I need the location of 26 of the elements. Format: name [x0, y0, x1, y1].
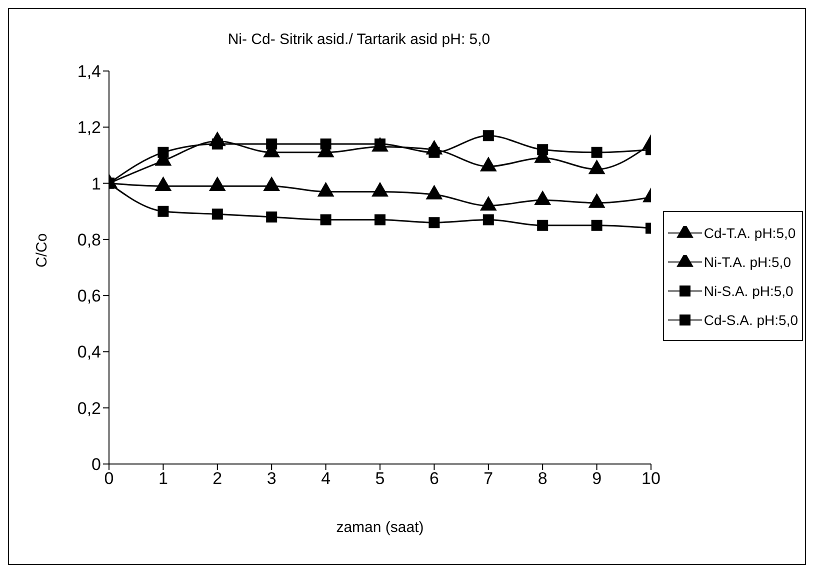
y-tick-label: 0,8 [77, 230, 101, 250]
x-tick-label: 3 [266, 469, 276, 488]
legend-label: Cd-S.A. pH:5,0 [704, 312, 798, 328]
y-tick-label: 0,4 [77, 342, 101, 362]
y-tick-label: 1 [92, 174, 101, 194]
y-tick-label: 0,6 [77, 286, 101, 306]
y-axis-title: C/Co [33, 233, 50, 268]
legend-label: Ni-S.A. pH:5,0 [704, 282, 794, 298]
y-tick-label: 1,4 [77, 62, 101, 82]
legend-label: Cd-T.A. pH:5,0 [704, 224, 796, 240]
x-tick-label: 2 [212, 469, 222, 488]
x-tick-label: 6 [429, 469, 439, 488]
x-tick-label: 5 [375, 469, 385, 488]
x-axis-title: zaman (saat) [336, 519, 424, 536]
y-tick-label: 0 [92, 455, 101, 474]
y-tick-label: 1,2 [77, 118, 101, 138]
x-tick-label: 7 [484, 469, 494, 488]
legend-label: Ni-T.A. pH:5,0 [704, 254, 791, 270]
y-tick-label: 0,2 [77, 398, 101, 418]
x-tick-label: 9 [592, 469, 602, 488]
chart-title: Ni- Cd- Sitrik asid./ Tartarik asid pH: 5,0 [226, 31, 492, 48]
x-tick-label: 4 [321, 469, 331, 488]
x-tick-label: 8 [538, 469, 548, 488]
x-tick-label: 10 [642, 469, 660, 488]
x-tick-label: 1 [158, 469, 168, 488]
x-tick-label: 0 [104, 469, 114, 488]
